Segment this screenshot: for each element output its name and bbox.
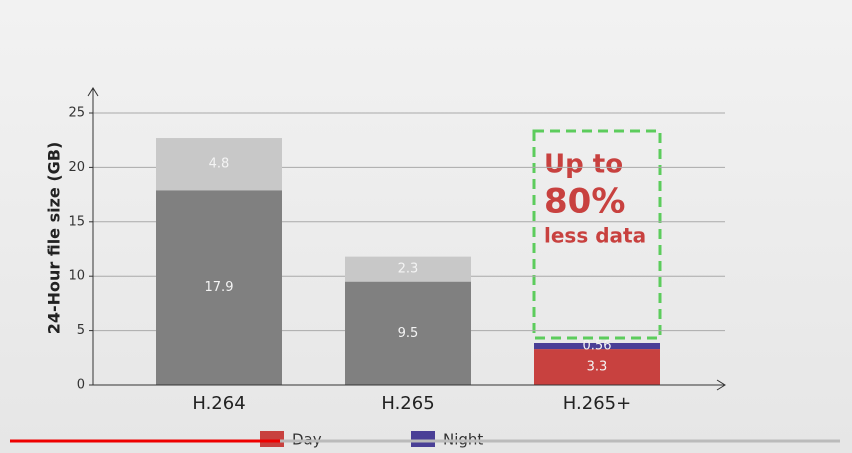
bar-segment (345, 281, 471, 385)
bar-segment (156, 190, 282, 385)
annotation: 80% (544, 182, 625, 222)
y-tick-label: 15 (68, 214, 85, 229)
value-label: 4.8 (209, 157, 230, 172)
value-label: 17.9 (205, 280, 234, 295)
y-tick-label: 0 (77, 378, 85, 393)
value-label: 0.56 (583, 339, 612, 354)
x-tick-label: H.265 (381, 393, 434, 414)
bar-segment (345, 256, 471, 282)
x-tick-label: H.264 (192, 393, 245, 414)
value-label: 9.5 (398, 326, 419, 341)
legend-swatch (260, 431, 284, 447)
bar-segment (534, 349, 660, 385)
y-axis-label: 24-Hour file size (GB) (45, 142, 64, 335)
bar-segment (156, 138, 282, 191)
x-tick-label: H.265+ (563, 393, 631, 414)
y-tick-label: 5 (77, 323, 85, 338)
y-tick-label: 20 (68, 160, 85, 175)
value-label: 3.3 (587, 360, 608, 375)
bar-segment (534, 343, 660, 350)
annotation: Up to (544, 150, 623, 180)
y-axis-arrow (87, 87, 99, 97)
y-tick-label: 25 (68, 106, 85, 121)
y-tick-label: 10 (68, 269, 85, 284)
x-axis-arrow (716, 379, 726, 391)
highlight-box (532, 129, 662, 340)
legend-swatch (411, 431, 435, 447)
value-label: 2.3 (398, 262, 419, 277)
annotation: less data (544, 224, 646, 248)
